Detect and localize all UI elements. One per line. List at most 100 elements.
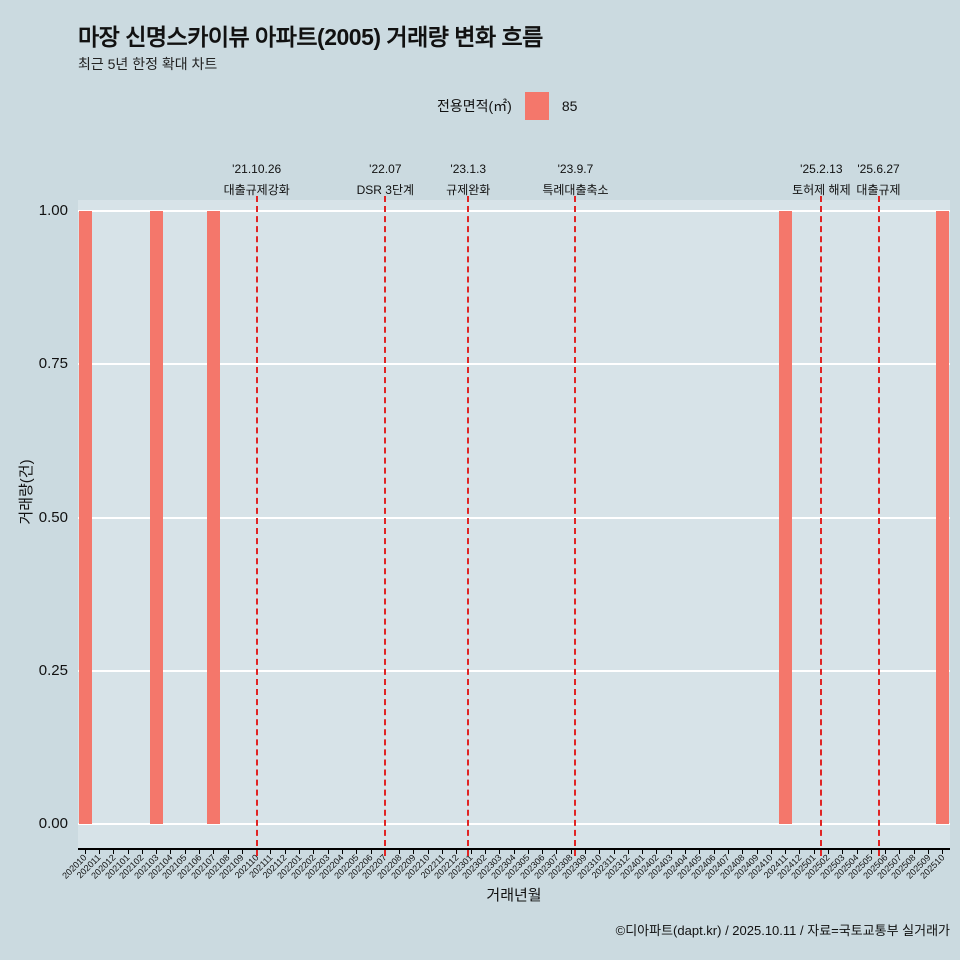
- x-tick: [913, 850, 915, 854]
- y-tick-label: 0.25: [38, 661, 68, 679]
- y-tick-label: 0.75: [38, 355, 68, 373]
- x-tick: [799, 850, 801, 854]
- x-tick: [399, 850, 401, 854]
- annotation-date: '22.07: [369, 162, 402, 176]
- annotation-line: [467, 196, 470, 856]
- annotation-label: 특례대출축소: [542, 183, 609, 197]
- x-tick: [642, 850, 644, 854]
- x-tick: [442, 850, 444, 854]
- x-tick: [928, 850, 930, 854]
- x-tick: [527, 850, 529, 854]
- y-gridline: [78, 669, 950, 672]
- x-tick: [170, 850, 172, 854]
- x-tick: [542, 850, 544, 854]
- x-tick: [84, 850, 86, 854]
- annotation-line: [820, 196, 823, 856]
- x-tick: [570, 850, 572, 854]
- x-tick: [341, 850, 343, 854]
- y-gridline: [78, 823, 950, 825]
- x-tick: [327, 850, 329, 854]
- plot-area: 0.00 0.25 0.50 0.75 1.00 202010 202011 202012 20…: [39, 162, 950, 881]
- attribution-text: ©디아파트(dapt.kr) / 2025.10.11 / 자료=국토교통부 실…: [615, 923, 950, 938]
- legend-value: 85: [561, 98, 578, 114]
- chart-subtitle: 최근 5년 한정 확대 차트: [78, 56, 218, 72]
- x-tick: [284, 850, 286, 854]
- annotation-date: '23.1.3: [450, 162, 487, 176]
- bar: [78, 211, 92, 824]
- annotation-line: [255, 196, 258, 856]
- x-tick: [156, 850, 158, 854]
- x-tick: [484, 850, 486, 854]
- x-tick: [813, 850, 815, 854]
- x-tick: [356, 850, 358, 854]
- bar: [207, 211, 221, 824]
- x-tick: [613, 850, 615, 854]
- x-tick: [827, 850, 829, 854]
- x-tick: [870, 850, 872, 854]
- x-tick: [627, 850, 629, 854]
- legend: 전용면적(㎡) 85: [437, 92, 577, 120]
- x-tick: [270, 850, 272, 854]
- x-tick: [127, 850, 129, 854]
- x-tick: [770, 850, 772, 854]
- x-tick: [427, 850, 429, 854]
- annotation-line: [574, 196, 577, 856]
- bar: [150, 211, 164, 824]
- page-title: 마장 신명스카이뷰 아파트(2005) 거래량 변화 흐름: [78, 24, 543, 50]
- x-tick: [942, 850, 944, 854]
- y-gridline: [78, 363, 950, 366]
- x-tick: [470, 850, 472, 854]
- x-tick: [227, 850, 229, 854]
- annotation-label: 규제완화: [446, 183, 491, 197]
- x-tick: [785, 850, 787, 854]
- legend-swatch: [524, 92, 549, 120]
- x-tick: [756, 850, 758, 854]
- annotation-date: '25.6.27: [857, 162, 900, 176]
- x-tick: [370, 850, 372, 854]
- x-tick: [656, 850, 658, 854]
- x-tick: [499, 850, 501, 854]
- y-tick-label: 0.50: [38, 508, 68, 526]
- x-tick: [556, 850, 558, 854]
- x-tick: [413, 850, 415, 854]
- x-tick: [584, 850, 586, 854]
- x-tick: [141, 850, 143, 854]
- annotation-label: 대출규제: [856, 183, 901, 197]
- annotation-line: [877, 196, 880, 856]
- x-tick: [670, 850, 672, 854]
- x-tick: [199, 850, 200, 854]
- y-tick-label: 0.00: [38, 815, 68, 832]
- annotation-line: [384, 196, 387, 856]
- y-gridline: [78, 516, 950, 519]
- x-tick: [727, 850, 729, 854]
- x-axis-title: 거래년월: [486, 887, 542, 904]
- x-tick: [842, 850, 844, 854]
- x-tick: [98, 850, 100, 854]
- annotation-label: 토허제 해제: [792, 183, 851, 197]
- bar: [936, 211, 950, 824]
- annotation-label: DSR 3단계: [356, 183, 415, 197]
- x-tick: [299, 850, 301, 854]
- annotation-label: 대출규제강화: [223, 183, 290, 197]
- x-tick: [456, 850, 458, 854]
- x-tick: [699, 850, 701, 854]
- y-gridline: [78, 210, 950, 212]
- y-tick-label: 1.00: [38, 202, 68, 219]
- x-tick: [213, 850, 215, 854]
- x-tick: [241, 850, 243, 854]
- bar: [779, 211, 793, 824]
- annotation-date: '25.2.13: [800, 162, 843, 176]
- x-tick: [184, 850, 186, 854]
- x-tick: [742, 850, 744, 854]
- x-tick: [313, 850, 315, 854]
- x-tick: [899, 850, 901, 854]
- annotation-date: '21.10.26: [232, 162, 282, 176]
- legend-label: 전용면적(㎡): [437, 98, 512, 114]
- x-tick: [885, 850, 887, 854]
- x-tick: [513, 850, 515, 854]
- x-tick: [685, 850, 687, 854]
- x-tick: [599, 850, 601, 854]
- x-tick: [856, 850, 858, 854]
- x-tick: [113, 850, 115, 854]
